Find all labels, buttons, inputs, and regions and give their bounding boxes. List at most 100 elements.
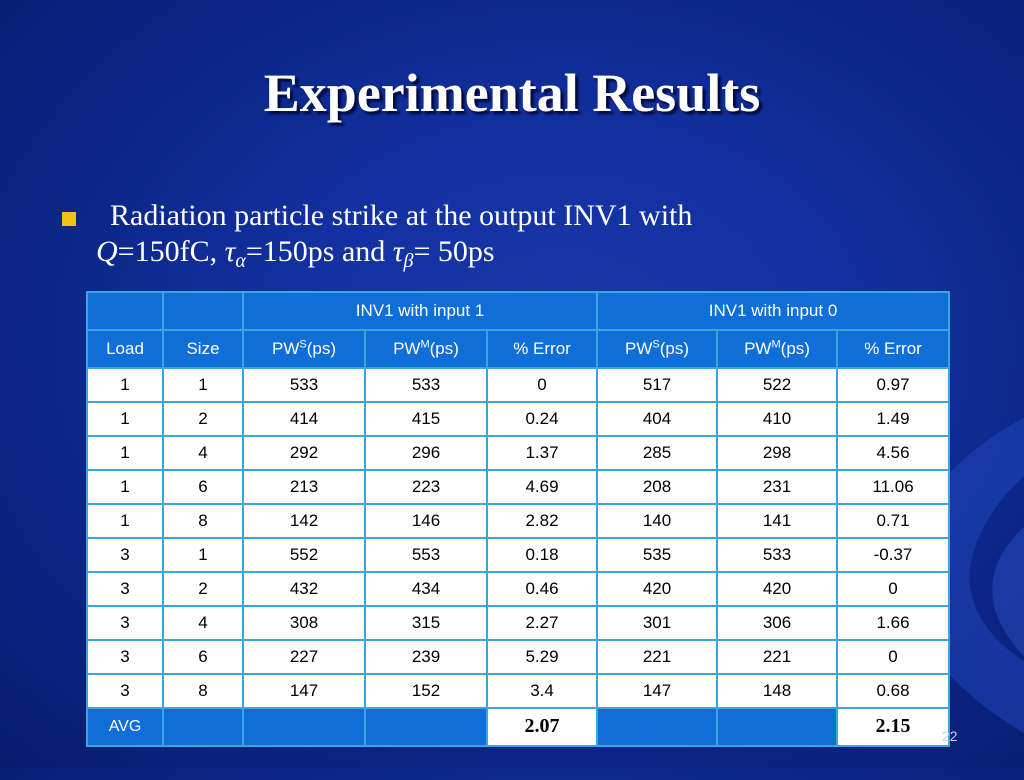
tau-beta-symbol: τ bbox=[392, 235, 404, 268]
table-cell: 213 bbox=[242, 469, 366, 506]
table-cell: 3 bbox=[86, 672, 164, 709]
table-cell: 0 bbox=[485, 367, 599, 404]
table-row: 1 2 414 415 0.24 404 410 1.49 bbox=[86, 401, 951, 438]
table-cell: 301 bbox=[596, 604, 719, 641]
group-header-input-1: INV1 with input 1 bbox=[241, 290, 599, 332]
table-cell: 535 bbox=[596, 537, 719, 573]
table-cell: 0.18 bbox=[485, 537, 599, 573]
bullet-text: Radiation particle strike at the output … bbox=[96, 198, 962, 279]
table-cell: 533 bbox=[364, 367, 488, 404]
header-pw-s-0: PWS(ps) bbox=[596, 329, 719, 370]
table-cell: 3.4 bbox=[485, 672, 599, 709]
avg-label: AVG bbox=[86, 706, 164, 748]
table-cell: 231 bbox=[716, 469, 839, 506]
table-cell: 3 bbox=[86, 638, 164, 675]
table-cell: 4 bbox=[162, 604, 244, 641]
tau-alpha-symbol: τ bbox=[224, 235, 236, 268]
table-cell: 553 bbox=[364, 537, 488, 573]
table-cell: 434 bbox=[364, 570, 488, 607]
table-cell: 11.06 bbox=[836, 469, 951, 506]
table-cell: 1.37 bbox=[485, 435, 599, 472]
table-cell: 141 bbox=[716, 503, 839, 540]
table-cell: 533 bbox=[716, 537, 839, 573]
header-pw-s-1: PWS(ps) bbox=[242, 329, 366, 370]
table-cell: 2 bbox=[162, 401, 244, 438]
table-cell: 517 bbox=[596, 367, 719, 404]
table-cell: 0 bbox=[836, 570, 951, 607]
page-number: 22 bbox=[942, 728, 958, 744]
table-cell: 2.82 bbox=[485, 503, 599, 540]
table-cell: 4.69 bbox=[485, 469, 599, 506]
table-cell: 0.68 bbox=[836, 672, 951, 709]
table-cell: 6 bbox=[162, 469, 244, 506]
table-cell: 8 bbox=[162, 672, 244, 709]
table-cell: 3 bbox=[86, 604, 164, 641]
table-cell: 2.27 bbox=[485, 604, 599, 641]
tau-beta-value: = 50ps bbox=[413, 235, 495, 268]
table-cell: 298 bbox=[716, 435, 839, 472]
table-cell: 221 bbox=[596, 638, 719, 675]
table-cell: 223 bbox=[364, 469, 488, 506]
avg-cell-empty bbox=[716, 706, 839, 748]
table-cell: 1 bbox=[86, 435, 164, 472]
table-cell: 522 bbox=[716, 367, 839, 404]
header-cell-empty bbox=[162, 290, 244, 332]
q-value: =150fC, bbox=[117, 235, 225, 268]
table-cell: 0 bbox=[836, 638, 951, 675]
table-row: 1 4 292 296 1.37 285 298 4.56 bbox=[86, 435, 951, 472]
table-cell: 221 bbox=[716, 638, 839, 675]
table-row: 1 8 142 146 2.82 140 141 0.71 bbox=[86, 503, 951, 540]
avg-cell-empty bbox=[162, 706, 244, 748]
table-cell: 0.24 bbox=[485, 401, 599, 438]
header-load: Load bbox=[86, 329, 164, 370]
table-cell: 1 bbox=[86, 401, 164, 438]
table-cell: -0.37 bbox=[836, 537, 951, 573]
table-cell: 414 bbox=[242, 401, 366, 438]
table-cell: 140 bbox=[596, 503, 719, 540]
table-cell: 410 bbox=[716, 401, 839, 438]
table-cell: 1.49 bbox=[836, 401, 951, 438]
table-cell: 552 bbox=[242, 537, 366, 573]
header-cell-empty bbox=[86, 290, 164, 332]
table-cell: 147 bbox=[242, 672, 366, 709]
header-error-1: % Error bbox=[485, 329, 599, 370]
bullet-line-2: Q=150fC, τα=150ps and τβ= 50ps bbox=[96, 234, 962, 279]
table-cell: 296 bbox=[364, 435, 488, 472]
table-cell: 3 bbox=[86, 570, 164, 607]
table-cell: 306 bbox=[716, 604, 839, 641]
table-cell: 0.46 bbox=[485, 570, 599, 607]
avg-cell-empty bbox=[242, 706, 366, 748]
table-cell: 4.56 bbox=[836, 435, 951, 472]
tau-alpha-value: =150ps and bbox=[245, 235, 393, 268]
table-cell: 6 bbox=[162, 638, 244, 675]
q-symbol: Q bbox=[96, 235, 118, 268]
table-cell: 2 bbox=[162, 570, 244, 607]
avg-cell-empty bbox=[364, 706, 488, 748]
header-pw-m-0: PWM(ps) bbox=[716, 329, 839, 370]
group-header-input-0: INV1 with input 0 bbox=[596, 290, 951, 332]
table-cell: 1 bbox=[86, 367, 164, 404]
table-cell: 308 bbox=[242, 604, 366, 641]
table-cell: 292 bbox=[242, 435, 366, 472]
table-cell: 285 bbox=[596, 435, 719, 472]
table-cell: 142 bbox=[242, 503, 366, 540]
table-cell: 432 bbox=[242, 570, 366, 607]
group-header-row: INV1 with input 1 INV1 with input 0 bbox=[86, 290, 951, 332]
header-error-0: % Error bbox=[836, 329, 951, 370]
table-cell: 4 bbox=[162, 435, 244, 472]
table-body: 1 1 533 533 0 517 522 0.97 1 2 414 415 0.24 404 410 1.4… bbox=[86, 367, 951, 709]
table-row: 3 4 308 315 2.27 301 306 1.66 bbox=[86, 604, 951, 641]
table-cell: 147 bbox=[596, 672, 719, 709]
table-cell: 415 bbox=[364, 401, 488, 438]
header-size: Size bbox=[162, 329, 244, 370]
avg-row: AVG 2.07 2.15 bbox=[86, 706, 951, 748]
table-row: 3 8 147 152 3.4 147 148 0.68 bbox=[86, 672, 951, 709]
alpha-subscript: α bbox=[235, 250, 246, 272]
column-header-row: Load Size PWS(ps) PWM(ps) % Error PWS(ps… bbox=[86, 329, 951, 370]
table-cell: 0.97 bbox=[836, 367, 951, 404]
table-cell: 1 bbox=[162, 537, 244, 573]
avg-cell-empty bbox=[596, 706, 719, 748]
table-cell: 1.66 bbox=[836, 604, 951, 641]
table-cell: 3 bbox=[86, 537, 164, 573]
table-cell: 148 bbox=[716, 672, 839, 709]
